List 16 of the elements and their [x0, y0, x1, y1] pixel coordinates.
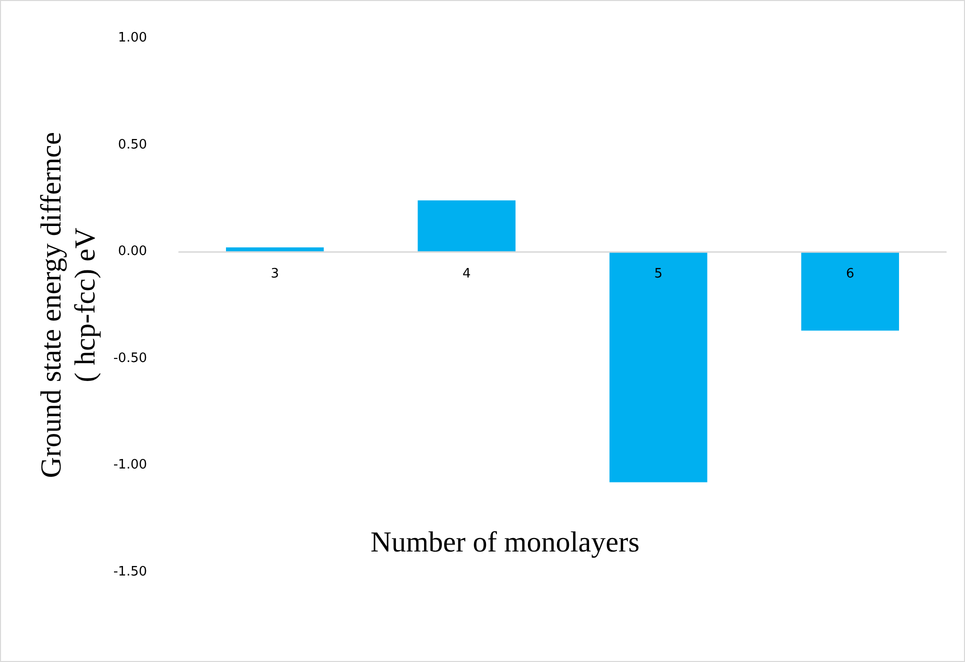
- bar: [801, 252, 900, 331]
- y-tick-label: -1.00: [113, 458, 147, 473]
- y-axis-title: Ground state energy differnce ( hcp-fcc) eV: [35, 132, 102, 478]
- y-tick-label: 1.00: [118, 30, 147, 46]
- y-tick-label: -1.50: [113, 564, 147, 580]
- bar: [226, 247, 324, 252]
- bar: [418, 200, 516, 252]
- x-tick-label: 4: [462, 266, 471, 282]
- y-tick-label: 0.50: [118, 137, 147, 152]
- x-axis-title: Number of monolayers: [370, 526, 640, 558]
- x-tick-label: 3: [270, 266, 280, 282]
- y-tick-label: 0.00: [118, 244, 147, 260]
- y-tick-label: -0.50: [113, 350, 147, 366]
- x-tick-label: 5: [654, 266, 663, 282]
- bar: [609, 252, 708, 482]
- x-tick-label: 6: [846, 266, 854, 282]
